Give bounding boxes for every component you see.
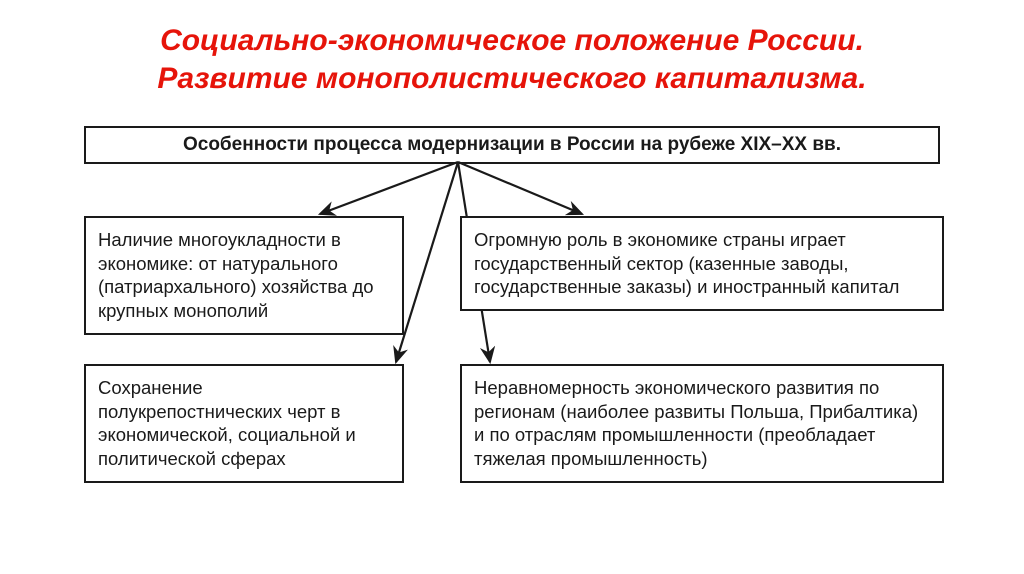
title-line-1: Социально-экономическое положение России… bbox=[50, 22, 974, 60]
feature-box-top-left: Наличие многоукладности в экономике: от … bbox=[84, 216, 404, 335]
arrow-to-tr bbox=[458, 162, 582, 214]
title-line-2: Развитие монополистического капитализма. bbox=[50, 60, 974, 98]
page-title: Социально-экономическое положение России… bbox=[0, 22, 1024, 97]
arrow-to-tl bbox=[320, 162, 458, 214]
diagram-header: Особенности процесса модернизации в Росс… bbox=[84, 126, 940, 164]
slide: { "title": { "line1": "Социально-экономи… bbox=[0, 0, 1024, 574]
arrow-to-bl bbox=[396, 162, 458, 362]
feature-box-bottom-left: Сохранение полукрепостнических черт в эк… bbox=[84, 364, 404, 483]
feature-box-top-right: Огромную роль в экономике страны играет … bbox=[460, 216, 944, 311]
feature-box-bottom-right: Неравномерность экономического развития … bbox=[460, 364, 944, 483]
